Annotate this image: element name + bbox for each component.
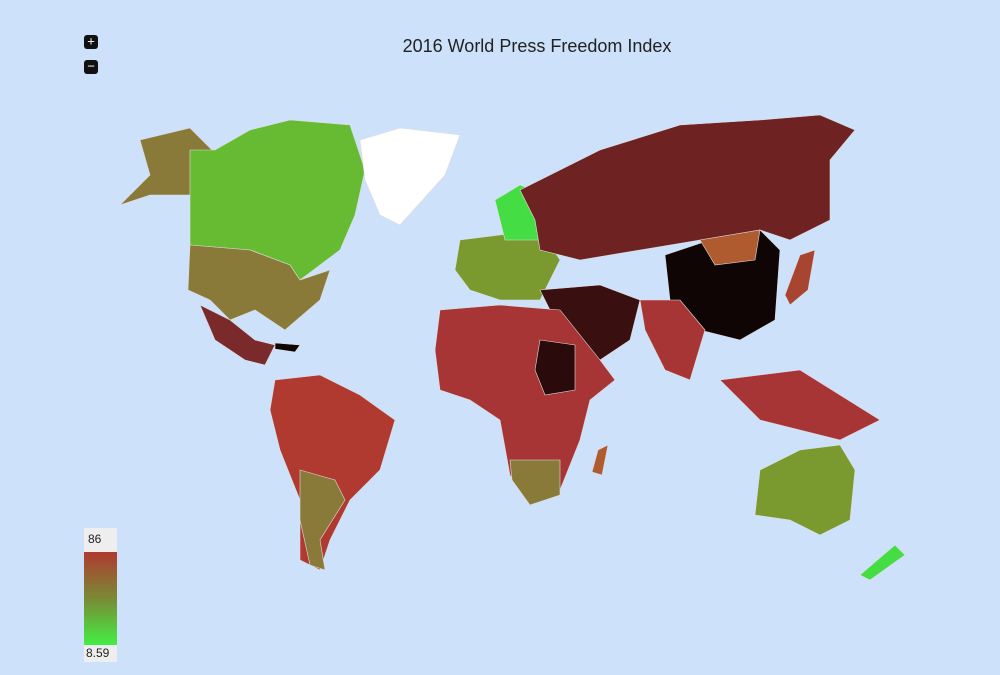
zoom-in-button[interactable]: + (84, 33, 98, 49)
australia (754, 444, 856, 536)
southeast-asia (719, 369, 881, 441)
alaska (119, 127, 213, 206)
argentina (299, 469, 346, 571)
russia (519, 114, 856, 261)
zoom-out-button[interactable]: − (84, 58, 98, 74)
zoom-out-label[interactable]: − (87, 58, 95, 73)
japan (784, 249, 816, 306)
countries (119, 114, 906, 581)
southern-africa (509, 459, 561, 506)
zoom-controls: + − (84, 33, 98, 74)
new-zealand (859, 544, 906, 581)
mexico (199, 304, 276, 366)
sudan (534, 339, 576, 396)
mongolia (699, 229, 761, 266)
zoom-in-label[interactable]: + (87, 33, 95, 48)
legend-max: 86 (88, 532, 102, 546)
legend-gradient (84, 552, 117, 645)
legend-min: 8.59 (86, 646, 110, 660)
color-legend: 86 8.59 (84, 528, 117, 662)
greenland (359, 127, 461, 226)
india (639, 299, 706, 381)
map-title: 2016 World Press Freedom Index (403, 36, 672, 56)
madagascar (591, 444, 609, 476)
united-states (187, 244, 331, 331)
cuba (274, 342, 301, 353)
